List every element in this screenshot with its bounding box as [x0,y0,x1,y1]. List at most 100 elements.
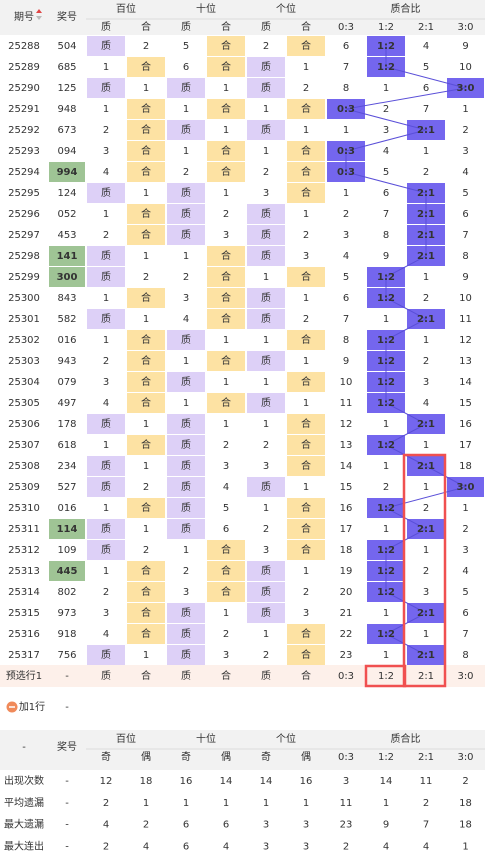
cell: 2 [303,314,309,325]
cell: 3 [103,608,109,619]
prime-cell [87,246,125,266]
composite-cell [287,414,325,434]
cell: 1 [223,608,229,619]
highlight-number-bg [49,267,85,287]
prime-cell [87,645,125,665]
cell: 质 [261,208,271,220]
sub-header: 奇 [101,750,111,763]
cell: 1 [223,335,229,346]
cell: 1 [223,188,229,199]
cell: 1 [143,419,149,430]
prime-cell [247,78,285,98]
cell: 合 [141,627,151,640]
cell: 3 [343,230,349,241]
preselect-cell: 1:2 [378,671,394,682]
sub-header: 2:1 [418,752,434,763]
cell: 合 [301,459,311,472]
sub-header: 质 [101,21,111,33]
stat-cell: 3 [303,820,309,831]
stat-cell: - [65,798,69,809]
cell: 合 [221,39,231,52]
composite-cell [207,351,245,371]
cell: 1:2 [377,272,395,283]
period: 25314 [8,587,40,598]
cell: 12 [459,335,472,346]
cell: 合 [141,606,151,619]
cell: 2 [103,356,109,367]
cell: 6 [223,524,229,535]
stat-cell: 3 [263,841,269,852]
composite-cell [127,288,165,308]
cell: 3 [223,650,229,661]
cell: 质 [101,313,111,325]
header-cell: 奖号 [57,10,77,23]
cell: 1:2 [377,545,395,556]
cell: 2:1 [417,125,435,136]
cell: 1 [263,335,269,346]
composite-cell [127,141,165,161]
cell: 2:1 [417,188,435,199]
cell: 质 [261,61,271,73]
cell: 质 [261,250,271,262]
cell: 0:3 [337,104,355,115]
cell: 6 [462,209,468,220]
cell: 合 [221,144,231,157]
cell: 1 [263,377,269,388]
period: 25295 [8,188,40,199]
stat-label: 平均遗漏 [4,796,44,809]
cell: 8 [343,335,349,346]
cell: 1:2 [377,587,395,598]
cell: 1 [423,272,429,283]
preselect-cell: 质 [101,670,111,682]
composite-cell [287,456,325,476]
cell: 质 [181,418,191,430]
stat-cell: 12 [100,776,113,787]
sort-up[interactable] [36,9,42,13]
prime-cell [247,351,285,371]
cell: 3 [383,125,389,136]
composite-cell [127,204,165,224]
cell: 1:2 [377,440,395,451]
prime-cell [247,603,285,623]
stat-cell: 11 [340,798,353,809]
cell: 1 [303,293,309,304]
prime-cell [167,225,205,245]
stat-cell: 14 [260,776,273,787]
composite-cell [207,309,245,329]
cell: 1 [383,83,389,94]
cell: 1 [343,188,349,199]
cell: 1 [383,419,389,430]
composite-cell [127,351,165,371]
prime-cell [167,435,205,455]
sub-header: 0:3 [338,752,354,763]
prime-cell [87,78,125,98]
cell: 质 [101,82,111,94]
prime-cell [167,603,205,623]
period: 25307 [8,440,40,451]
stat-cell: - [65,820,69,831]
cell: 1 [103,62,109,73]
stat-cell: 1 [183,798,189,809]
stat-cell: 4 [103,820,109,831]
prime-cell [247,309,285,329]
highlight-box [402,453,447,688]
cell: 合 [301,648,311,661]
period: 25292 [8,125,40,136]
cell: 4 [183,314,189,325]
stat-cell: 3 [263,820,269,831]
preselect-cell: 质 [261,670,271,682]
cell: 合 [141,375,151,388]
cell: 合 [141,585,151,598]
period: 25293 [8,146,40,157]
sort-down[interactable] [36,16,42,20]
cell: 合 [221,354,231,367]
cell: 2 [423,503,429,514]
ratio-trend [345,46,467,656]
sub-header: 奇 [261,750,271,763]
cell: 质 [181,502,191,514]
cell: 1:2 [377,629,395,640]
cell: 合 [141,396,151,409]
header-cell: 奖号 [57,740,77,753]
number: 618 [57,440,76,451]
cell: 9 [383,251,389,262]
